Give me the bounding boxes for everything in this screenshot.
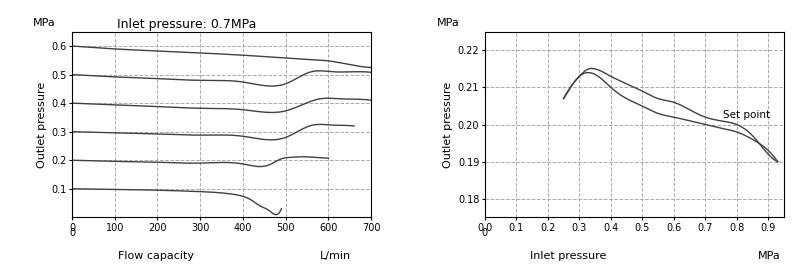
Text: 0: 0 bbox=[482, 228, 488, 239]
Text: MPa: MPa bbox=[758, 251, 781, 261]
Text: MPa: MPa bbox=[437, 18, 460, 28]
Text: 0: 0 bbox=[69, 228, 75, 239]
Y-axis label: Outlet pressure: Outlet pressure bbox=[37, 81, 47, 168]
Text: Inlet pressure: Inlet pressure bbox=[530, 251, 606, 261]
Text: Set point: Set point bbox=[722, 110, 770, 120]
Y-axis label: Outlet pressure: Outlet pressure bbox=[443, 81, 454, 168]
Text: Inlet pressure: 0.7MPa: Inlet pressure: 0.7MPa bbox=[117, 18, 256, 31]
Text: MPa: MPa bbox=[33, 18, 56, 28]
Text: Flow capacity: Flow capacity bbox=[118, 251, 194, 261]
Text: L/min: L/min bbox=[320, 251, 351, 261]
